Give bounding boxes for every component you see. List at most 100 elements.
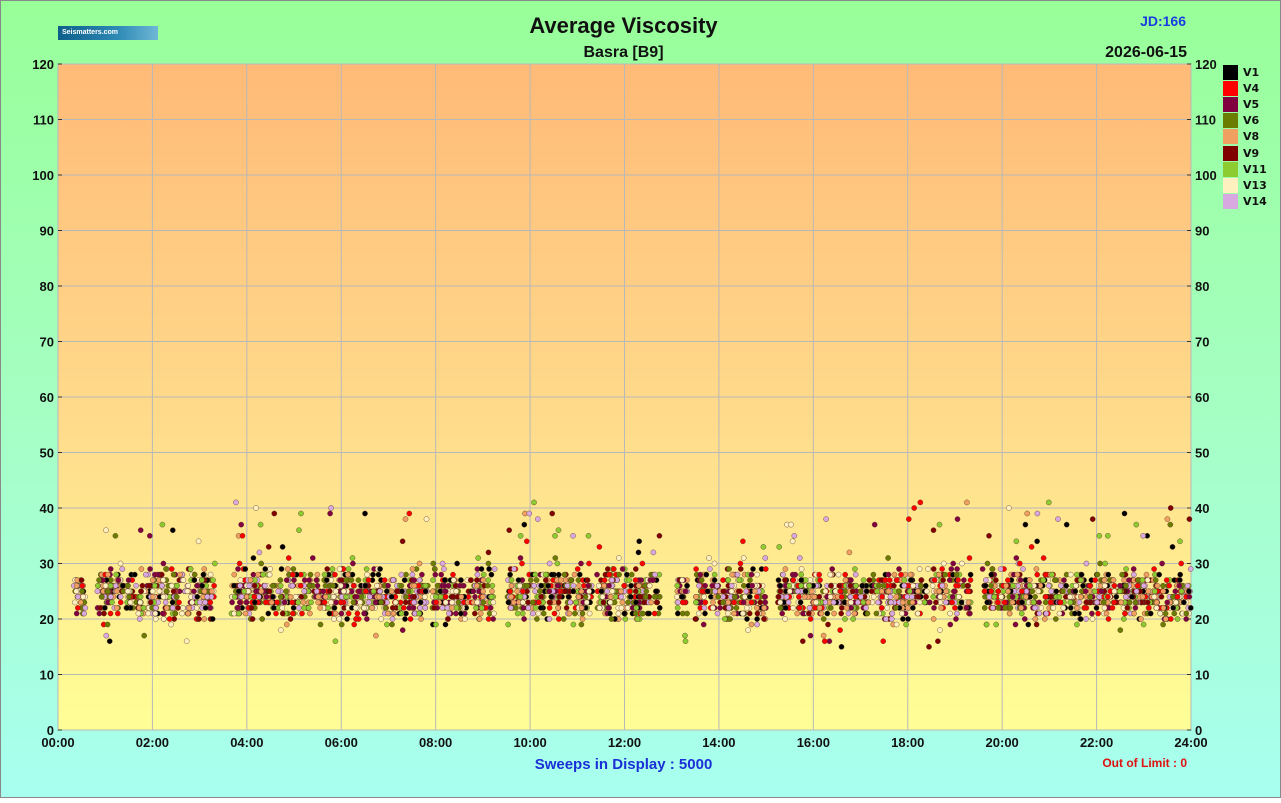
data-point-v13	[915, 610, 921, 617]
data-point-v4	[816, 571, 823, 578]
data-point-v1	[570, 588, 577, 595]
data-point-v11	[1174, 616, 1181, 622]
data-point-v9	[847, 582, 854, 589]
data-point-v4	[898, 571, 904, 578]
data-point-v9	[467, 577, 474, 583]
data-point-v5	[1009, 594, 1016, 600]
data-point-v6	[528, 577, 534, 583]
data-point-v6	[1160, 582, 1166, 589]
data-point-v9	[474, 577, 480, 583]
data-point-v11	[612, 594, 619, 600]
data-point-v14	[720, 594, 726, 600]
data-point-v14	[754, 621, 760, 628]
data-point-v4	[236, 560, 243, 567]
data-point-v14	[136, 616, 143, 622]
data-point-v8	[315, 599, 322, 606]
data-point-v8	[1023, 594, 1029, 600]
data-point-v13	[516, 582, 523, 589]
data-point-v8	[287, 594, 294, 600]
data-point-v13	[149, 588, 156, 595]
data-point-v14	[366, 594, 373, 600]
data-point-v6	[480, 599, 487, 606]
data-point-v14	[889, 610, 896, 617]
data-point-v4	[639, 560, 646, 567]
data-point-v14	[618, 594, 625, 600]
data-point-v8	[510, 599, 517, 606]
data-point-v8	[514, 588, 520, 595]
data-point-v11	[1139, 577, 1146, 583]
data-point-v4	[107, 610, 114, 617]
legend-label: V6	[1243, 114, 1260, 128]
data-point-v13	[73, 588, 80, 595]
data-point-v8	[1027, 577, 1033, 583]
data-point-v8	[566, 610, 573, 617]
data-point-v4	[611, 566, 617, 572]
data-point-v9	[720, 588, 727, 595]
data-point-v11	[1074, 621, 1080, 628]
data-point-v13	[1173, 599, 1179, 606]
x-tick-label: 20:00	[986, 735, 1019, 750]
x-tick-label: 12:00	[608, 735, 641, 750]
data-point-v9	[556, 594, 563, 600]
data-point-v1	[169, 599, 176, 606]
data-point-v13	[328, 599, 334, 606]
data-point-v5	[702, 582, 709, 589]
data-point-v1	[747, 594, 753, 600]
data-point-v5	[372, 599, 379, 606]
y-tick-label-left: 100	[32, 168, 54, 183]
data-point-v14	[570, 582, 577, 589]
data-point-v13	[701, 594, 707, 600]
data-point-v5	[338, 610, 345, 617]
data-point-v13	[798, 566, 805, 572]
legend-label: V1	[1243, 65, 1260, 79]
data-point-v5	[848, 577, 854, 583]
data-point-v11	[422, 582, 429, 589]
data-point-v1	[265, 610, 272, 617]
data-point-v13	[1067, 571, 1074, 578]
data-point-v14	[439, 605, 446, 611]
data-point-v4	[1151, 566, 1157, 572]
data-point-v9	[1167, 505, 1174, 511]
data-point-v8	[114, 605, 120, 611]
data-point-v14	[712, 588, 718, 595]
data-point-v13	[937, 627, 943, 633]
data-point-v4	[651, 610, 658, 617]
data-point-v14	[1094, 599, 1100, 606]
data-point-v13	[725, 610, 731, 617]
data-point-v8	[578, 588, 585, 595]
data-point-v8	[754, 605, 760, 611]
data-point-v9	[175, 605, 181, 611]
data-point-v4	[433, 599, 440, 606]
data-point-v11	[798, 571, 805, 578]
data-point-v1	[442, 621, 449, 628]
data-point-v5	[263, 594, 270, 600]
data-point-v1	[1019, 599, 1025, 606]
data-point-v1	[750, 566, 756, 572]
data-point-v5	[748, 571, 755, 578]
data-point-v5	[353, 594, 360, 600]
data-point-v9	[1083, 599, 1089, 606]
data-point-v14	[526, 510, 533, 517]
data-point-v4	[353, 616, 359, 622]
data-point-v11	[874, 588, 880, 595]
data-point-v4	[748, 599, 755, 606]
data-point-v5	[1132, 605, 1139, 611]
data-point-v1	[621, 610, 628, 617]
data-point-v11	[585, 533, 592, 539]
data-point-v5	[160, 560, 167, 567]
data-point-v8	[477, 610, 484, 617]
data-point-v14	[390, 577, 397, 583]
data-point-v1	[278, 566, 285, 572]
data-point-v14	[301, 588, 308, 595]
data-point-v9	[562, 588, 568, 595]
date-label: 2026-06-15	[1105, 44, 1187, 61]
data-point-v9	[196, 616, 202, 622]
data-point-v11	[199, 577, 205, 583]
data-point-v11	[860, 599, 867, 606]
data-point-v8	[936, 588, 943, 595]
data-point-v8	[418, 616, 424, 622]
legend-label: V11	[1243, 162, 1267, 176]
data-point-v13	[899, 610, 905, 617]
data-point-v9	[761, 616, 767, 622]
